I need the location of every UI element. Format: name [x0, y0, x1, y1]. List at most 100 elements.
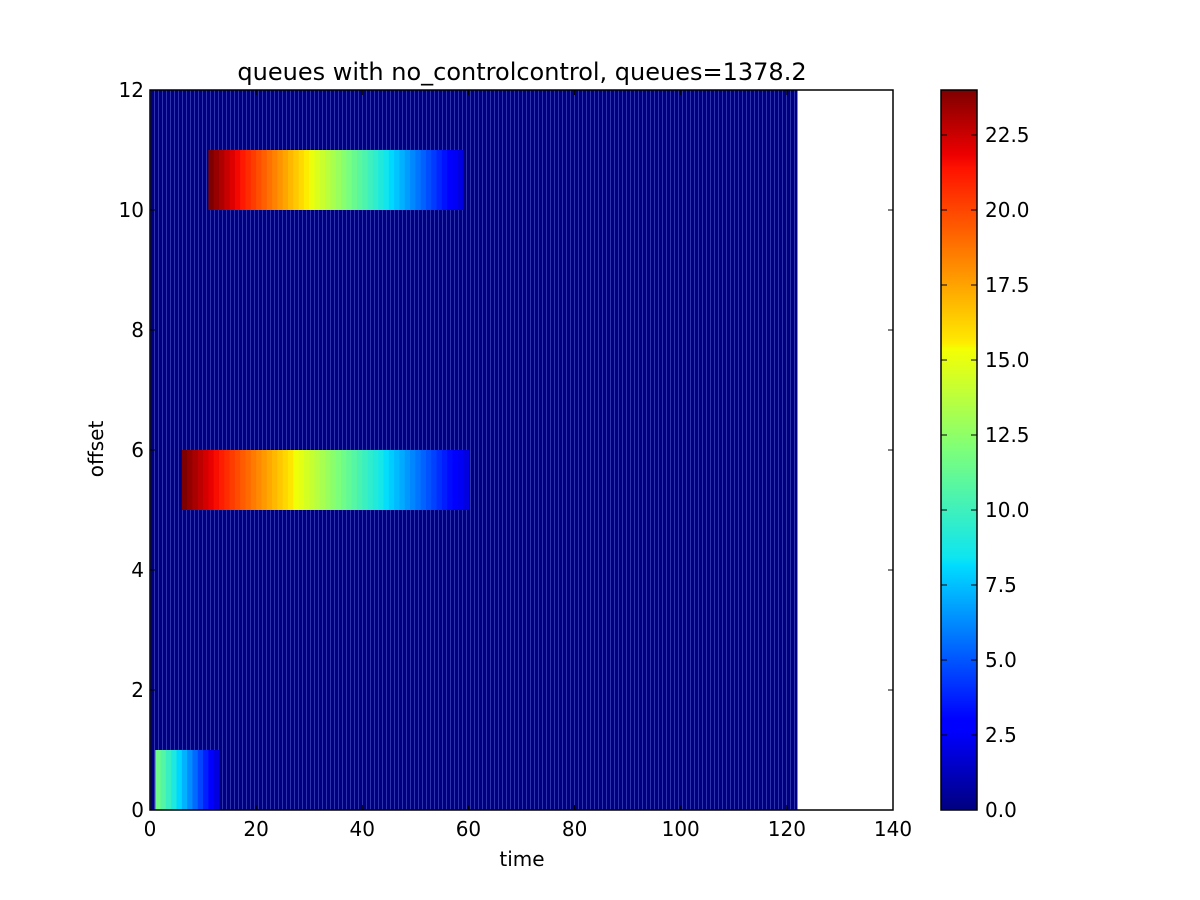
- heatmap-cell: [303, 450, 310, 510]
- heatmap-cell: [234, 150, 241, 210]
- heatmap-cell: [314, 150, 321, 210]
- heatmap-cell: [431, 150, 438, 210]
- heatmap-cell: [410, 450, 416, 510]
- heatmap-cell: [447, 150, 454, 210]
- heatmap-cell: [266, 150, 273, 210]
- colorbar-tick-label: 5.0: [985, 648, 1017, 672]
- heatmap-cell: [155, 750, 162, 810]
- heatmap-cell: [341, 450, 347, 510]
- heatmap-cell: [213, 450, 220, 510]
- y-tick-label: 4: [131, 558, 144, 582]
- heatmap-cell: [425, 450, 432, 510]
- heatmap-cell: [272, 150, 278, 210]
- colorbar: 0.0 2.5 5.0 7.5 10.0 12.5 15.0 17.5 20.0 22.5: [940, 89, 1030, 822]
- colorbar-tick-label: 15.0: [985, 348, 1030, 372]
- heatmap-cell: [266, 450, 273, 510]
- heatmap-cell: [314, 450, 321, 510]
- heatmap-cell: [388, 450, 395, 510]
- heatmap-cell: [245, 150, 252, 210]
- x-tick-label: 20: [243, 817, 268, 841]
- x-tick-label: 120: [768, 817, 806, 841]
- heatmap-cell: [277, 150, 284, 210]
- heatmap-cell: [277, 450, 284, 510]
- heatmap-cell: [420, 150, 427, 210]
- heatmap-cell: [436, 450, 443, 510]
- heatmap-cell: [203, 450, 209, 510]
- heatmap-cell: [197, 450, 204, 510]
- colorbar-tick-label: 0.0: [985, 798, 1017, 822]
- heatmap-cell: [457, 150, 464, 210]
- heatmap-cell: [372, 150, 379, 210]
- heatmap-cell: [319, 150, 326, 210]
- heatmap-cell: [309, 450, 316, 510]
- heatmap-cell: [410, 150, 416, 210]
- heatmap-cell: [165, 750, 172, 810]
- heatmap-cell: [341, 150, 347, 210]
- heatmap-cell: [160, 750, 167, 810]
- heatmap-cell: [213, 150, 220, 210]
- heatmap-cell: [240, 450, 247, 510]
- heatmap-cell: [171, 750, 178, 810]
- heatmap-cell: [351, 450, 358, 510]
- heatmap-cell: [378, 150, 385, 210]
- heatmap-cell: [234, 450, 241, 510]
- x-tick-label: 80: [562, 817, 587, 841]
- heatmap-cell: [309, 150, 316, 210]
- heatmap-cell: [208, 150, 215, 210]
- y-tick-label: 6: [131, 438, 144, 462]
- y-tick-label: 2: [131, 678, 144, 702]
- heatmap-cell: [399, 450, 406, 510]
- heatmap-cell: [425, 150, 432, 210]
- colorbar-gradient: [941, 90, 977, 810]
- y-tick-label: 10: [119, 198, 144, 222]
- heatmap-cell: [218, 150, 225, 210]
- heatmap-cell: [452, 150, 459, 210]
- heatmap-cell: [447, 450, 454, 510]
- heatmap-cell: [415, 150, 422, 210]
- axes: 0 20 40 60 80 100 120 140 0 2 4 6 8 10 12: [119, 78, 913, 841]
- heatmap-cell: [404, 450, 411, 510]
- heatmap-band-1: [181, 450, 470, 510]
- heatmap-cell: [229, 150, 236, 210]
- heatmap-cell: [388, 150, 395, 210]
- heatmap-cell: [261, 150, 268, 210]
- heatmap-cell: [250, 150, 257, 210]
- heatmap-cell: [383, 450, 390, 510]
- heatmap-cell: [192, 450, 199, 510]
- heatmap-cell: [399, 150, 406, 210]
- x-tick-label: 0: [144, 817, 157, 841]
- heatmap-cell: [372, 450, 379, 510]
- colorbar-tick-label: 20.0: [985, 198, 1030, 222]
- y-axis-label: offset: [84, 421, 108, 478]
- heatmap-cell: [181, 750, 188, 810]
- heatmap-cell: [245, 450, 252, 510]
- heatmap-cell: [394, 450, 401, 510]
- colorbar-tick-label: 7.5: [985, 573, 1017, 597]
- heatmap-cell: [356, 450, 363, 510]
- heatmap-cell: [208, 450, 215, 510]
- heatmap-cell: [181, 450, 188, 510]
- heatmap-cell: [367, 150, 374, 210]
- heatmap-cell: [325, 150, 332, 210]
- x-tick-label: 40: [350, 817, 375, 841]
- heatmap-cell: [197, 750, 204, 810]
- heatmap-cell: [431, 450, 438, 510]
- heatmap-cell: [351, 150, 358, 210]
- heatmap-cell: [415, 450, 422, 510]
- heatmap-cell: [256, 150, 263, 210]
- heatmap-cell: [287, 150, 294, 210]
- heatmap-cell: [325, 450, 332, 510]
- heatmap-cell: [441, 150, 448, 210]
- colorbar-tick-label: 22.5: [985, 123, 1030, 147]
- colorbar-tick-label: 17.5: [985, 273, 1030, 297]
- heatmap-cell: [293, 150, 300, 210]
- heatmap-cell: [261, 450, 268, 510]
- heatmap-cell: [282, 150, 289, 210]
- heatmap-cell: [256, 450, 263, 510]
- heatmap-cell: [335, 450, 342, 510]
- heatmap-cell: [330, 450, 337, 510]
- x-tick-label: 100: [662, 817, 700, 841]
- heatmap-cell: [346, 450, 353, 510]
- heatmap-cell: [298, 450, 305, 510]
